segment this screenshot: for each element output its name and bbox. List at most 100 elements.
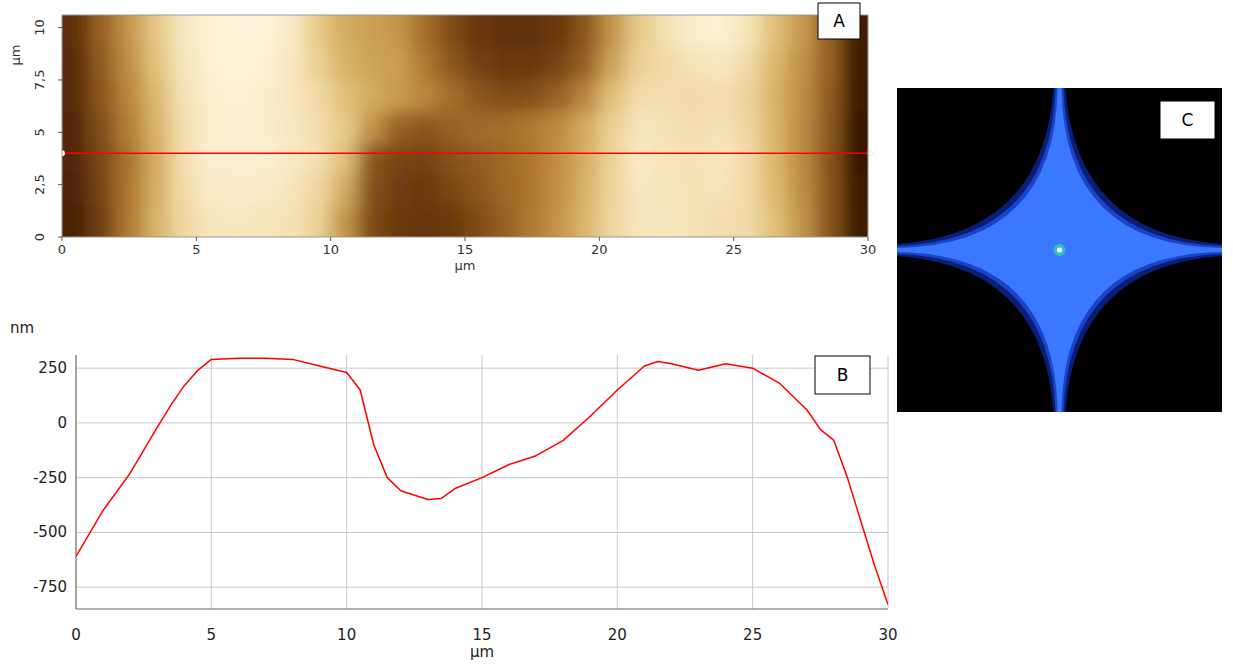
image-frame <box>62 15 868 237</box>
x-tick-label: 5 <box>192 242 200 257</box>
height-cell <box>304 80 331 112</box>
height-cell <box>761 111 788 143</box>
panel-letter: A <box>833 11 845 31</box>
height-cell <box>277 206 304 237</box>
height-cell <box>787 111 814 143</box>
height-cell <box>89 111 116 143</box>
fft-cross <box>897 88 1222 412</box>
height-cell <box>358 111 385 143</box>
height-cell <box>116 80 143 112</box>
height-cell <box>331 111 358 143</box>
height-cell <box>169 174 196 206</box>
height-cell <box>250 174 277 206</box>
x-grid-line <box>752 355 753 609</box>
height-cell <box>116 111 143 143</box>
profile-line <box>62 152 868 154</box>
y-tick <box>58 79 62 80</box>
height-cell <box>492 206 519 237</box>
y-tick <box>58 132 62 133</box>
height-cell <box>546 174 573 206</box>
height-cell <box>707 15 734 49</box>
height-cell <box>89 49 116 81</box>
height-map <box>62 15 868 237</box>
x-axis-title: μm <box>455 258 476 273</box>
height-cell <box>384 206 411 237</box>
height-cell <box>143 111 170 143</box>
height-cell <box>358 143 385 175</box>
height-cell <box>680 49 707 81</box>
panel-letter: C <box>1182 110 1194 130</box>
height-cell <box>169 80 196 112</box>
height-cell <box>492 15 519 49</box>
height-cell <box>707 80 734 112</box>
height-cell <box>438 206 465 237</box>
height-cell <box>89 206 116 237</box>
height-cell <box>89 15 116 49</box>
height-cell <box>626 174 653 206</box>
height-cell <box>734 206 761 237</box>
height-cell <box>465 111 492 143</box>
height-cell <box>304 206 331 237</box>
x-tick-label: 10 <box>322 242 339 257</box>
height-cell <box>223 49 250 81</box>
y-grid-line <box>76 368 888 369</box>
x-tick-label: 5 <box>207 626 217 644</box>
height-cell <box>841 49 868 81</box>
height-cell <box>358 174 385 206</box>
y-tick-label: -500 <box>33 523 67 541</box>
height-cell <box>465 15 492 49</box>
x-axis-title: μm <box>470 643 494 661</box>
height-cell <box>572 15 599 49</box>
height-cell <box>304 143 331 175</box>
height-cell <box>277 49 304 81</box>
height-cell <box>250 49 277 81</box>
height-cell <box>465 143 492 175</box>
y-tick <box>58 237 62 238</box>
x-grid-line <box>482 355 483 609</box>
height-cell <box>599 174 626 206</box>
y-tick-label: 2,5 <box>32 174 47 195</box>
height-cell <box>223 206 250 237</box>
panel-letter-box <box>1160 101 1215 139</box>
height-cell <box>492 174 519 206</box>
height-cell <box>653 15 680 49</box>
height-cell <box>680 111 707 143</box>
x-tick-label: 20 <box>591 242 608 257</box>
height-cell <box>680 143 707 175</box>
height-cell <box>62 206 89 237</box>
height-cell <box>143 143 170 175</box>
height-cell <box>411 15 438 49</box>
height-cell <box>250 143 277 175</box>
height-cell <box>519 111 546 143</box>
height-cell <box>465 49 492 81</box>
y-axis-title: nm <box>10 319 34 337</box>
height-cell <box>707 49 734 81</box>
x-tick-label: 30 <box>878 626 897 644</box>
height-cell <box>653 111 680 143</box>
height-cell <box>143 80 170 112</box>
fft-center-glow <box>1054 244 1066 256</box>
height-cell <box>384 49 411 81</box>
height-cell <box>761 80 788 112</box>
height-cell <box>787 174 814 206</box>
height-cell <box>169 111 196 143</box>
height-cell <box>761 143 788 175</box>
height-cell <box>411 174 438 206</box>
height-cell <box>546 111 573 143</box>
height-cell <box>599 15 626 49</box>
x-grid-line <box>346 355 347 609</box>
height-cell <box>143 174 170 206</box>
height-cell <box>89 174 116 206</box>
height-cell <box>196 206 223 237</box>
height-cell <box>680 206 707 237</box>
x-tick <box>868 237 869 241</box>
x-tick <box>465 237 466 241</box>
height-cell <box>62 80 89 112</box>
x-tick-label: 0 <box>58 242 66 257</box>
height-cell <box>599 206 626 237</box>
y-axis-line <box>76 355 77 609</box>
height-cell <box>814 206 841 237</box>
height-cell <box>169 49 196 81</box>
height-cell <box>519 80 546 112</box>
height-cell <box>572 143 599 175</box>
